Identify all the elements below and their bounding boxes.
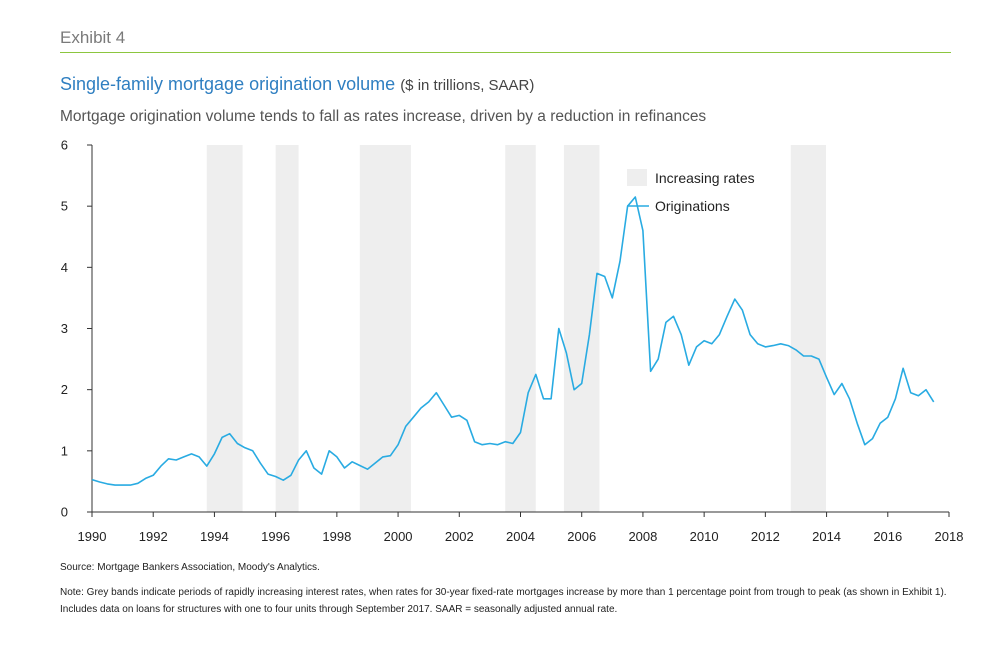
increasing-rates-band xyxy=(275,145,299,512)
y-tick-label: 3 xyxy=(61,321,68,336)
legend-label-originations: Originations xyxy=(655,198,730,214)
x-tick-label: 2004 xyxy=(506,529,535,544)
x-tick-label: 2016 xyxy=(873,529,902,544)
x-tick-label: 2012 xyxy=(751,529,780,544)
x-tick-label: 1998 xyxy=(322,529,351,544)
chart-legend: Increasing rates Originations xyxy=(627,169,755,214)
legend-swatch-increasing-rates xyxy=(627,169,647,186)
increasing-rates-band xyxy=(359,145,411,512)
x-tick-label: 2002 xyxy=(445,529,474,544)
x-tick-label: 1992 xyxy=(139,529,168,544)
exhibit-label: Exhibit 4 xyxy=(60,28,126,47)
increasing-rates-band xyxy=(505,145,536,512)
increasing-rates-bands xyxy=(206,145,826,512)
chart-subtitle: Mortgage origination volume tends to fal… xyxy=(60,108,707,125)
x-tick-label: 1990 xyxy=(78,529,107,544)
x-tick-label: 2018 xyxy=(935,529,964,544)
footnote: Note: Grey bands indicate periods of rap… xyxy=(60,587,947,615)
chart-axes: 0 1 2 3 4 5 6 1990 1992 1994 1996 1998 2000 2002 2004 2… xyxy=(61,138,964,545)
originations-line xyxy=(91,196,935,486)
x-tick-label: 2014 xyxy=(812,529,841,544)
x-tick-label: 2010 xyxy=(690,529,719,544)
x-tick-label: 2000 xyxy=(384,529,413,544)
y-tick-label: 2 xyxy=(61,382,68,397)
y-tick-label: 0 xyxy=(61,505,68,520)
chart-title-text: Single-family mortgage origination volum… xyxy=(60,74,396,94)
chart-title-units: ($ in trillions, SAAR) xyxy=(400,77,535,94)
x-tick-label: 2008 xyxy=(628,529,657,544)
header-rule xyxy=(60,52,951,53)
y-tick-label: 1 xyxy=(61,443,68,458)
y-tick-label: 6 xyxy=(61,138,68,153)
source-note: Source: Mortgage Bankers Association, Mo… xyxy=(60,562,320,573)
x-tick-label: 2006 xyxy=(567,529,596,544)
x-tick-label: 1996 xyxy=(261,529,290,544)
y-tick-label: 5 xyxy=(61,199,68,214)
legend-label-increasing-rates: Increasing rates xyxy=(655,170,755,186)
increasing-rates-band xyxy=(206,145,243,512)
increasing-rates-band xyxy=(790,145,826,512)
originations-series xyxy=(91,196,935,486)
increasing-rates-band xyxy=(563,145,600,512)
chart-title: Single-family mortgage origination volum… xyxy=(60,74,534,95)
x-tick-label: 1994 xyxy=(200,529,229,544)
y-tick-label: 4 xyxy=(61,260,68,275)
